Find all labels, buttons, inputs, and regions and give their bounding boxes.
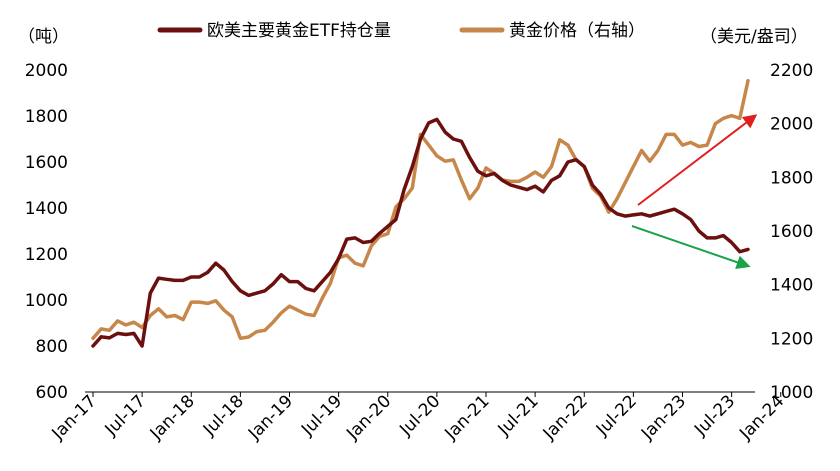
left-tick-label: 1400 xyxy=(25,199,68,219)
x-tick-label: Jul-20 xyxy=(395,391,444,440)
x-tick-label: Jan-20 xyxy=(342,391,395,444)
right-axis-unit: （美元/盎司） xyxy=(700,27,808,47)
x-tick-label: Jul-19 xyxy=(297,391,346,440)
up-arrow xyxy=(637,114,758,206)
x-tick-label: Jan-18 xyxy=(146,391,199,444)
right-tick-label: 1600 xyxy=(770,222,813,242)
x-tick-label: Jul-18 xyxy=(199,391,248,440)
right-tick-label: 2200 xyxy=(770,61,813,81)
left-tick-label: 1000 xyxy=(25,291,68,311)
right-axis-ticks: 2200 2000 1800 1600 1400 1200 1000 xyxy=(770,61,813,403)
legend-label-etf: 欧美主要黄金ETF持仓量 xyxy=(207,21,391,41)
right-tick-label: 1200 xyxy=(770,329,813,349)
left-tick-label: 800 xyxy=(36,337,68,357)
x-tick-label: Jan-23 xyxy=(637,391,690,444)
left-tick-label: 1800 xyxy=(25,107,68,127)
legend-label-gold: 黄金价格（右轴） xyxy=(509,21,645,41)
left-tick-label: 600 xyxy=(36,383,68,403)
left-axis-ticks: 2000 1800 1600 1400 1200 1000 800 600 xyxy=(25,61,68,403)
right-tick-label: 1800 xyxy=(770,168,813,188)
right-tick-label: 1400 xyxy=(770,276,813,296)
left-tick-label: 2000 xyxy=(25,61,68,81)
series-line-gold-price xyxy=(91,78,750,341)
x-tick-label: Jul-21 xyxy=(494,391,543,440)
down-arrow xyxy=(631,225,751,269)
x-tick-label: Jan-22 xyxy=(539,391,592,444)
right-tick-label: 1000 xyxy=(770,383,813,403)
x-tick-label: Jan-24 xyxy=(735,391,788,444)
right-tick-label: 2000 xyxy=(770,115,813,135)
x-tick-label: Jan-19 xyxy=(244,391,297,444)
left-axis-unit: （吨） xyxy=(18,27,69,47)
legend: 欧美主要黄金ETF持仓量 黄金价格（右轴） xyxy=(157,21,645,41)
series-line-etf-holdings xyxy=(91,117,750,348)
x-tick-label: Jul-17 xyxy=(101,391,150,440)
x-tick-label: Jan-21 xyxy=(441,391,494,444)
left-tick-label: 1200 xyxy=(25,245,68,265)
x-tick-label: Jul-23 xyxy=(690,391,739,440)
x-tick-label: Jul-22 xyxy=(592,391,641,440)
left-tick-label: 1600 xyxy=(25,153,68,173)
